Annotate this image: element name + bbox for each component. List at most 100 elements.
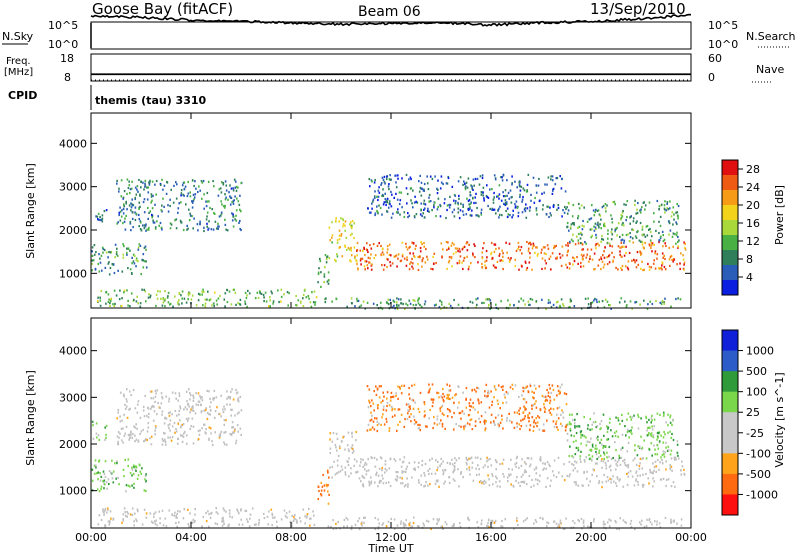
power-cell [181, 302, 183, 305]
velocity-cell [667, 431, 669, 434]
velocity-cell [437, 520, 440, 523]
power-cell [598, 213, 601, 216]
velocity-cell [641, 446, 644, 449]
power-cell [370, 268, 373, 271]
power-cell [193, 217, 195, 220]
velocity-cell [482, 480, 484, 484]
velocity-cell [451, 524, 454, 528]
power-cell [580, 242, 582, 245]
velocity-cell [137, 474, 140, 477]
velocity-cell [605, 464, 607, 467]
power-cell [369, 257, 371, 260]
power-cell [634, 235, 637, 238]
velocity-cell [465, 387, 468, 390]
velocity-cell [497, 414, 500, 417]
power-cell [364, 307, 367, 310]
power-cell [213, 212, 216, 215]
velocity-cell [191, 409, 194, 412]
power-cell [336, 241, 339, 244]
velocity-cell [424, 474, 426, 477]
power-cell [160, 297, 162, 300]
power-cell [623, 239, 626, 242]
power-cell [446, 182, 449, 185]
velocity-cell [454, 462, 456, 465]
power-cell [624, 265, 627, 268]
power-cell [211, 304, 213, 307]
velocity-cell [323, 484, 326, 487]
velocity-cell [134, 434, 136, 437]
velocity-cell [184, 430, 186, 434]
power-cell [196, 223, 199, 226]
velocity-cell [183, 408, 185, 411]
power-cell [165, 192, 168, 195]
velocity-cell [229, 396, 232, 399]
power-cell [135, 212, 137, 215]
velocity-cell [662, 441, 665, 444]
velocity-cell [112, 518, 114, 521]
power-cell [623, 203, 625, 206]
power-cell [542, 246, 545, 249]
power-cell [129, 249, 131, 252]
velocity-cell [507, 392, 509, 395]
power-cell [178, 202, 180, 205]
velocity-cell [602, 520, 605, 523]
power-cell [167, 301, 170, 304]
power-cell [521, 200, 523, 203]
power-cell [431, 177, 434, 181]
velocity-cell [470, 405, 473, 408]
power-cell [328, 257, 331, 260]
velocity-cell [616, 460, 619, 464]
velocity-cell [669, 468, 672, 471]
velocity-cell [501, 519, 503, 523]
velocity-cell [670, 521, 672, 524]
velocity-cell [398, 408, 401, 411]
velocity-cell [192, 442, 195, 445]
velocity-cell [103, 472, 106, 476]
power-cell [626, 304, 628, 307]
power-cell [624, 300, 626, 303]
power-cell [641, 260, 643, 263]
power-cell [380, 183, 382, 186]
power-cell [659, 224, 662, 227]
power-cell [648, 228, 650, 231]
velocity-cell [458, 424, 460, 427]
power-cell [547, 176, 550, 179]
power-cell [127, 304, 129, 307]
power-cell [422, 212, 424, 215]
velocity-cell [483, 479, 486, 482]
power-colorbar-frame [721, 159, 739, 296]
power-cell [434, 175, 436, 178]
velocity-cell [395, 470, 397, 474]
velocity-cell [680, 524, 683, 527]
velocity-cell [205, 407, 207, 410]
power-cell [336, 239, 339, 242]
power-cell [144, 185, 146, 188]
velocity-cell [658, 468, 660, 471]
velocity-cell [405, 524, 407, 527]
power-cell [398, 304, 400, 307]
velocity-cell [380, 401, 382, 404]
power-cell [126, 178, 129, 181]
velocity-cell [560, 413, 562, 417]
power-cell [224, 180, 227, 183]
power-cell [468, 203, 470, 206]
power-cell [619, 250, 621, 253]
velocity-cell [309, 517, 311, 520]
power-cell [134, 218, 137, 222]
velocity-cell [129, 390, 131, 393]
velocity-cell [351, 525, 353, 528]
velocity-cell [473, 388, 476, 391]
velocity-cell [221, 517, 224, 520]
velocity-cell [192, 394, 195, 397]
velocity-cell [165, 525, 168, 528]
velocity-cell [117, 440, 119, 443]
power-cell [566, 251, 569, 254]
velocity-cell [413, 423, 416, 426]
velocity-cell [229, 432, 232, 436]
power-cell [515, 205, 517, 208]
power-cell [571, 215, 574, 218]
velocity-cell [168, 509, 171, 512]
velocity-cell [630, 519, 633, 523]
velocity-cell [380, 480, 382, 483]
power-cell [545, 213, 548, 216]
